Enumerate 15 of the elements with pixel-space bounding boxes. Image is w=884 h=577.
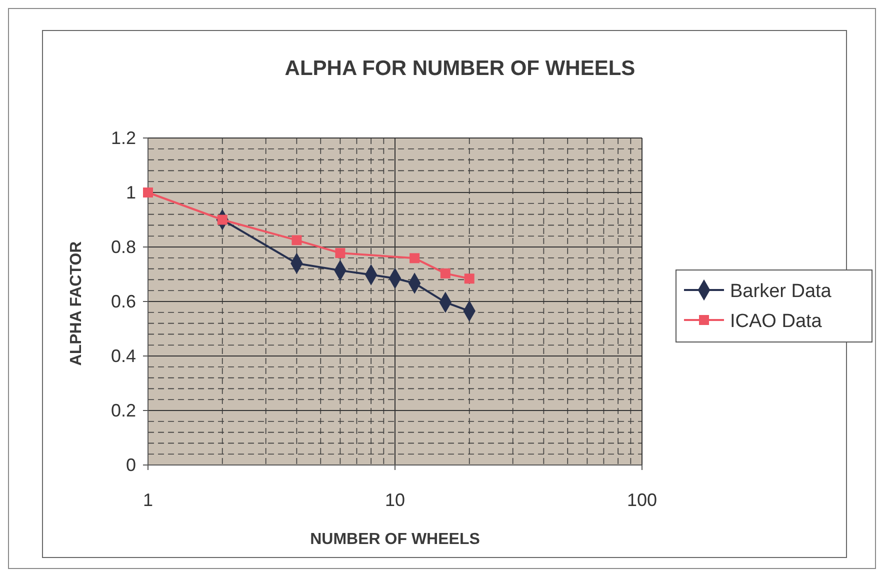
x-tick-label: 100 (626, 490, 658, 510)
x-axis-title: NUMBER OF WHEELS (310, 531, 480, 548)
y-tick-label: 0.2 (110, 400, 136, 420)
legend-label: ICAO Data (730, 311, 822, 332)
y-tick-label: 0 (126, 455, 136, 475)
y-tick-label: 1.2 (110, 128, 136, 148)
y-tick-label: 0.8 (110, 237, 136, 257)
y-tick-label: 0.4 (110, 346, 136, 366)
x-tick-label: 10 (384, 490, 406, 510)
legend-label: Barker Data (730, 281, 832, 302)
x-tick-label: 1 (142, 490, 154, 510)
y-axis-title: ALPHA FACTOR (68, 240, 85, 366)
y-tick-label: 1 (126, 182, 136, 202)
y-tick-label: 0.6 (110, 292, 136, 312)
chart-title: ALPHA FOR NUMBER OF WHEELS (284, 57, 636, 80)
